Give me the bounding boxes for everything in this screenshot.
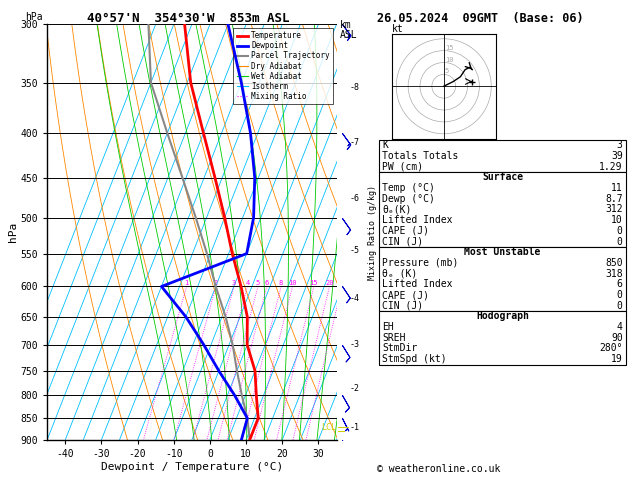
Text: 10: 10 <box>288 280 297 286</box>
Text: 3: 3 <box>232 280 236 286</box>
Text: 20: 20 <box>325 280 334 286</box>
Text: CIN (J): CIN (J) <box>382 301 423 311</box>
Text: 90: 90 <box>611 333 623 343</box>
Text: hPa: hPa <box>25 12 43 22</box>
Text: -3: -3 <box>350 340 360 349</box>
Text: 6: 6 <box>265 280 269 286</box>
Text: 0: 0 <box>617 226 623 236</box>
Text: 39: 39 <box>611 151 623 161</box>
Text: Surface: Surface <box>482 173 523 182</box>
Text: 40°57'N  354°30'W  853m ASL: 40°57'N 354°30'W 853m ASL <box>87 12 290 25</box>
Text: 8: 8 <box>279 280 283 286</box>
Text: -6: -6 <box>350 193 360 203</box>
Text: SREH: SREH <box>382 333 406 343</box>
Text: Totals Totals: Totals Totals <box>382 151 459 161</box>
Text: 6: 6 <box>617 279 623 289</box>
Text: 10: 10 <box>445 56 454 63</box>
X-axis label: Dewpoint / Temperature (°C): Dewpoint / Temperature (°C) <box>101 462 283 471</box>
Text: Pressure (mb): Pressure (mb) <box>382 258 459 268</box>
Text: © weatheronline.co.uk: © weatheronline.co.uk <box>377 464 501 474</box>
Text: 850: 850 <box>605 258 623 268</box>
Text: 0: 0 <box>617 237 623 246</box>
Text: CAPE (J): CAPE (J) <box>382 290 430 300</box>
Text: 318: 318 <box>605 269 623 278</box>
Text: 4: 4 <box>245 280 250 286</box>
Text: -4: -4 <box>350 295 360 303</box>
Text: CAPE (J): CAPE (J) <box>382 226 430 236</box>
Text: PW (cm): PW (cm) <box>382 162 423 172</box>
Text: -8: -8 <box>350 84 360 92</box>
Text: -5: -5 <box>350 245 360 255</box>
Text: Most Unstable: Most Unstable <box>464 247 541 257</box>
Text: Dewp (°C): Dewp (°C) <box>382 194 435 204</box>
Text: -2: -2 <box>350 383 360 393</box>
Text: ASL: ASL <box>340 30 357 40</box>
Text: 4: 4 <box>617 322 623 332</box>
Text: 5: 5 <box>256 280 260 286</box>
Text: θₑ(K): θₑ(K) <box>382 205 412 214</box>
Text: 0: 0 <box>617 301 623 311</box>
Text: -1: -1 <box>350 422 360 432</box>
Text: Lifted Index: Lifted Index <box>382 279 453 289</box>
Text: 11: 11 <box>611 183 623 193</box>
Text: LCL: LCL <box>321 422 336 432</box>
Text: Temp (°C): Temp (°C) <box>382 183 435 193</box>
Text: 280°: 280° <box>599 344 623 353</box>
Text: StmSpd (kt): StmSpd (kt) <box>382 354 447 364</box>
Text: 10: 10 <box>611 215 623 225</box>
Legend: Temperature, Dewpoint, Parcel Trajectory, Dry Adiabat, Wet Adiabat, Isotherm, Mi: Temperature, Dewpoint, Parcel Trajectory… <box>233 28 333 104</box>
Text: 1.29: 1.29 <box>599 162 623 172</box>
Text: km: km <box>340 20 352 31</box>
Text: θₑ (K): θₑ (K) <box>382 269 418 278</box>
Y-axis label: hPa: hPa <box>8 222 18 242</box>
Text: 15: 15 <box>445 45 454 51</box>
Text: StmDir: StmDir <box>382 344 418 353</box>
Text: -7: -7 <box>350 138 360 147</box>
Text: 5: 5 <box>445 69 449 74</box>
Text: K: K <box>382 140 388 150</box>
Text: 2: 2 <box>214 280 218 286</box>
Text: 3: 3 <box>617 140 623 150</box>
Text: kt: kt <box>391 24 403 34</box>
Text: 19: 19 <box>611 354 623 364</box>
Text: Mixing Ratio (g/kg): Mixing Ratio (g/kg) <box>368 185 377 279</box>
Text: 15: 15 <box>309 280 318 286</box>
Text: 26.05.2024  09GMT  (Base: 06): 26.05.2024 09GMT (Base: 06) <box>377 12 584 25</box>
Text: Lifted Index: Lifted Index <box>382 215 453 225</box>
Text: 8.7: 8.7 <box>605 194 623 204</box>
Text: 0: 0 <box>617 290 623 300</box>
Text: 312: 312 <box>605 205 623 214</box>
Text: Hodograph: Hodograph <box>476 312 529 321</box>
Text: EH: EH <box>382 322 394 332</box>
Text: CIN (J): CIN (J) <box>382 237 423 246</box>
Text: 1: 1 <box>184 280 189 286</box>
